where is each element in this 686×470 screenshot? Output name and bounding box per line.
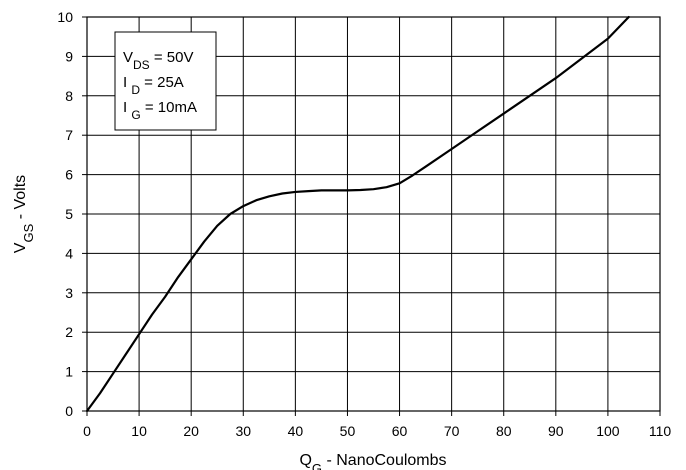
x-tick-label-11: 110: [649, 423, 672, 439]
x-axis-label-main: Q: [299, 452, 311, 469]
y-tick-label-1: 1: [65, 364, 73, 380]
series-line-0: [85, 15, 630, 413]
legend-ig-sub: G: [131, 108, 140, 122]
legend-ig-main: I: [123, 99, 131, 116]
y-tick-label-3: 3: [65, 285, 73, 301]
x-tick-label-9: 90: [548, 423, 564, 439]
x-tick-label-5: 50: [340, 423, 356, 439]
y-tick-label-9: 9: [65, 48, 73, 64]
legend-id-main: I: [123, 74, 131, 91]
y-axis-label-sub: GS: [21, 223, 36, 242]
y-tick-label-6: 6: [65, 167, 73, 183]
legend-vds-value: = 50V: [150, 49, 194, 66]
x-tick-label-10: 100: [596, 423, 620, 439]
legend-entry-vds: VDS = 50V: [123, 49, 193, 72]
tick-labels: 0 10 20 30 40 50 60 70 80 90 100 110 0 1 2 3 4 5 6 7 8 9 10: [57, 9, 671, 439]
x-tick-label-4: 40: [288, 423, 304, 439]
y-tick-label-10: 10: [57, 9, 73, 25]
legend-box: VDS = 50V I D = 25A I G = 10mA: [114, 31, 217, 131]
y-axis-label-main: V: [12, 242, 29, 253]
x-tick-label-0: 0: [83, 423, 91, 439]
legend-id-value: = 25A: [140, 74, 184, 91]
x-axis-label-sub: G: [312, 461, 322, 470]
y-tick-label-0: 0: [65, 403, 73, 419]
x-tick-label-3: 30: [235, 423, 251, 439]
x-axis-label: QG - NanoCoulombs: [299, 452, 446, 470]
series-layer: [85, 15, 630, 413]
y-axis-label-suffix: - Volts: [12, 175, 29, 224]
y-tick-label-5: 5: [65, 206, 73, 222]
legend-frame: [114, 31, 217, 131]
x-axis-label-suffix: - NanoCoulombs: [322, 452, 447, 469]
legend-vds-main: V: [123, 49, 133, 66]
x-tick-label-6: 60: [392, 423, 408, 439]
legend-id-sub: D: [131, 83, 140, 97]
x-tick-label-8: 80: [496, 423, 512, 439]
y-tick-label-8: 8: [65, 88, 73, 104]
x-tick-label-1: 10: [131, 423, 147, 439]
legend-vds-sub: DS: [133, 58, 150, 72]
y-axis-label: VGS - Volts: [12, 175, 36, 253]
x-tick-label-7: 70: [444, 423, 460, 439]
y-tick-label-7: 7: [65, 127, 73, 143]
legend-ig-value: = 10mA: [141, 99, 197, 116]
legend-entry-ig: I G = 10mA: [123, 99, 197, 122]
x-tick-label-2: 20: [183, 423, 199, 439]
axis-lines: [82, 16, 661, 416]
legend-entry-id: I D = 25A: [123, 74, 184, 97]
y-tick-label-4: 4: [65, 245, 73, 261]
y-tick-label-2: 2: [65, 324, 73, 340]
